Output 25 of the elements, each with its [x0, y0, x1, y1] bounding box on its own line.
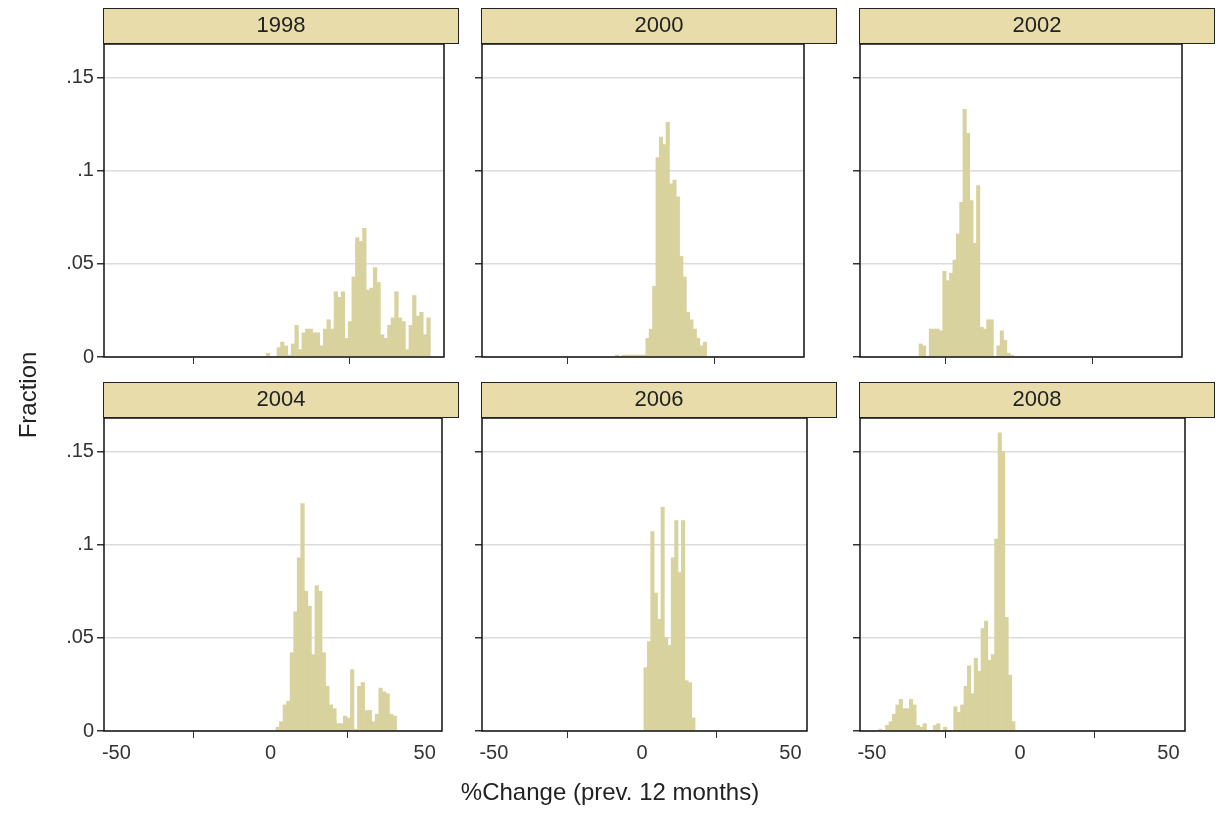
- x-tick-label: 50: [413, 740, 436, 763]
- chart-title: 2002: [859, 8, 1215, 44]
- y-tick-label: .1: [77, 158, 94, 181]
- y-axis-title: Fraction: [14, 351, 42, 439]
- x-tick-label: -50: [479, 740, 509, 763]
- x-tick-label: 50: [1157, 740, 1180, 763]
- x-tick-label: -50: [101, 740, 131, 763]
- y-tick-label: .05: [66, 251, 94, 274]
- x-tick-label: -50: [857, 740, 887, 763]
- y-tick-label: .15: [66, 65, 94, 88]
- x-tick-label: 0: [264, 740, 277, 763]
- x-tick-label: 50: [779, 740, 802, 763]
- y-tick-label: 0: [82, 718, 94, 741]
- chart-title: 2006: [481, 382, 837, 418]
- y-tick-label: .15: [66, 439, 94, 462]
- chart-title: 2000: [481, 8, 837, 44]
- x-tick-label: 0: [1014, 740, 1026, 763]
- y-tick-label: .05: [66, 625, 94, 648]
- chart-title: 2008: [859, 382, 1215, 418]
- x-tick-label: 0: [636, 740, 648, 763]
- y-tick-label: 0: [82, 344, 94, 367]
- x-axis-title: %Change (prev. 12 months): [459, 778, 761, 806]
- chart-title: 2004: [103, 382, 459, 418]
- chart-title: 1998: [103, 8, 459, 44]
- y-tick-label: .1: [77, 532, 94, 555]
